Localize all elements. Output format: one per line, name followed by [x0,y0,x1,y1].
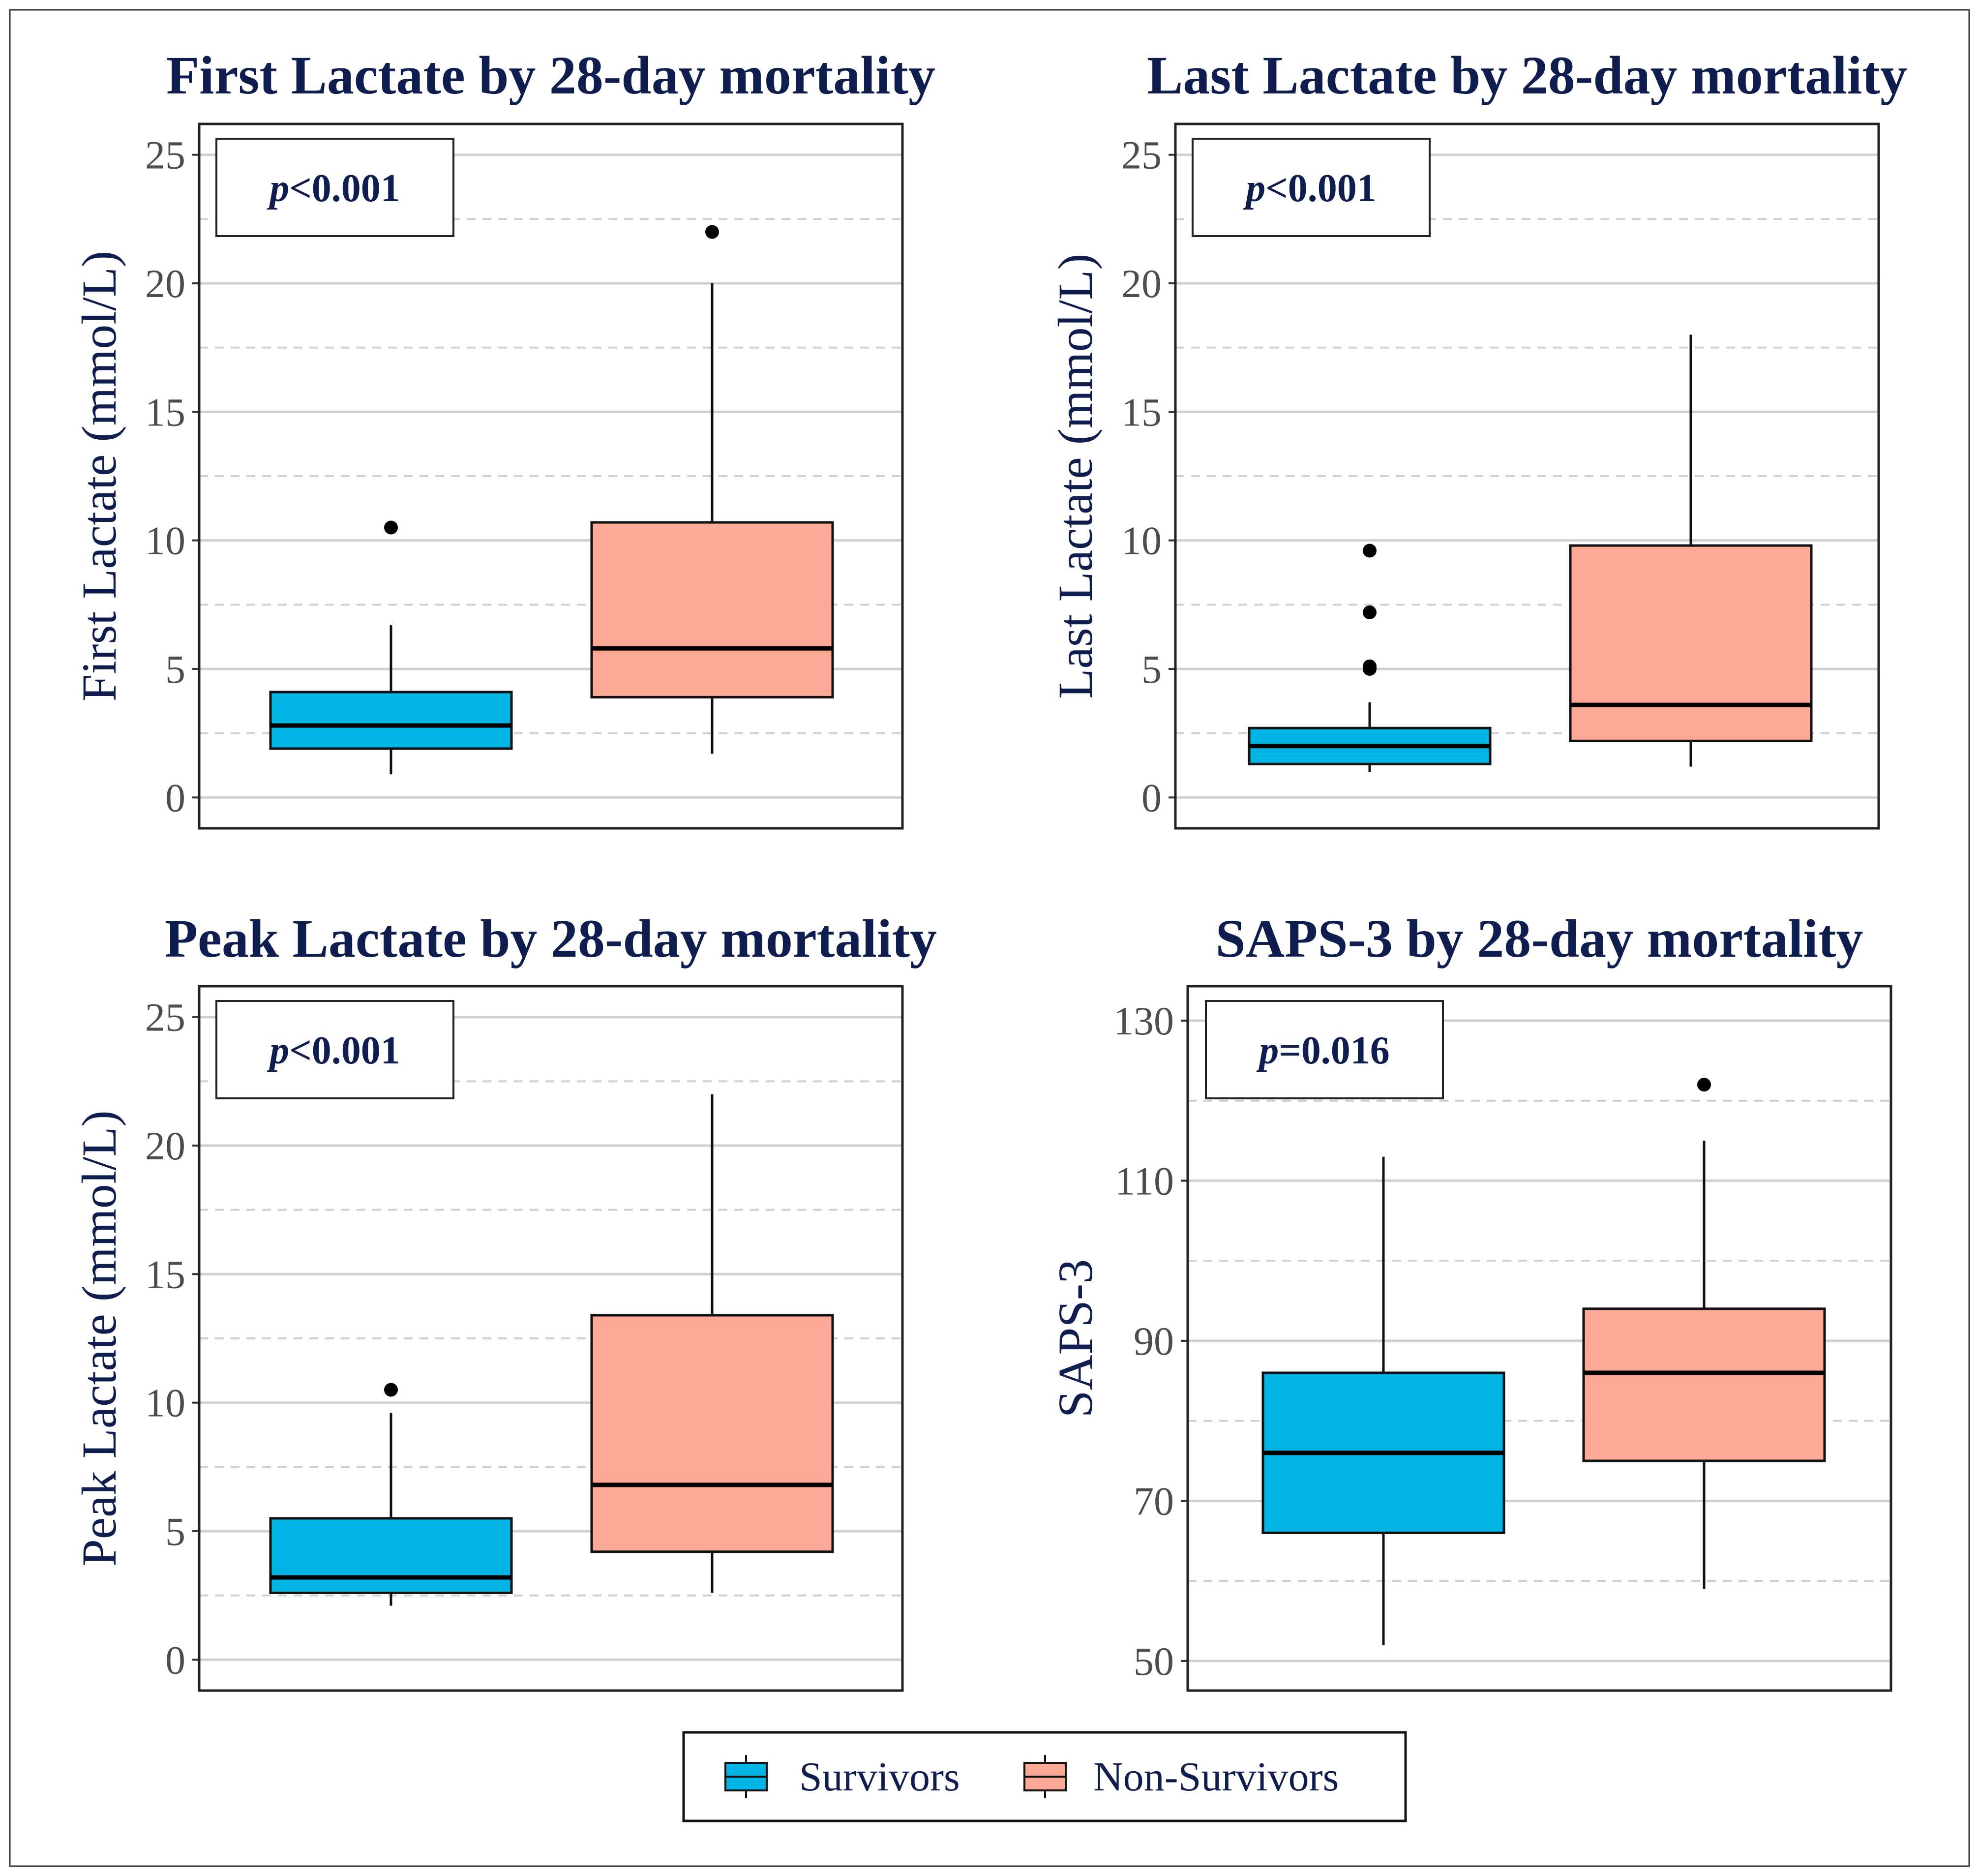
box-non-survivors [590,225,834,754]
plot-border [1174,122,1880,830]
p-value-value: <0.001 [289,167,400,210]
panel-3: Peak Lactate by 28-day mortality 0 5 10 15 20… [72,908,937,1692]
y-tick-label: 20 [1121,261,1162,306]
y-tick-label: 25 [145,995,185,1040]
p-value-value: <0.001 [1265,167,1377,210]
panel-4: SAPS-3 by 28-day mortality 50 70 90 110 130 SA… [1048,908,1892,1692]
y-tick-label: 0 [1141,775,1162,820]
y-axis-label: First Lactate (mmol/L) [72,251,126,701]
panels: First Lactate by 28-day mortality 0 5 10 15 2… [72,45,1907,1692]
p-value-value: <0.001 [289,1029,400,1072]
outlier-point [1363,605,1377,619]
p-value-box [215,138,454,237]
panel-title: Last Lactate by 28-day mortality [1147,45,1907,105]
y-tick-label: 20 [145,261,185,306]
iqr-box [269,1517,513,1594]
legend: Survivors Non-Survivors [682,1731,1407,1822]
y-tick-label: 15 [145,390,185,434]
legend-item-non-survivors: Non-Survivors [1023,1754,1339,1800]
plot-border [1186,985,1892,1692]
y-tick-label: 90 [1134,1319,1174,1363]
panel-1: First Lactate by 28-day mortality 0 5 10 15 2… [72,45,935,830]
y-tick-label: 25 [1121,133,1162,178]
box-survivors [1261,1156,1505,1645]
iqr-box [1582,1307,1826,1462]
plot-border [198,985,904,1692]
legend-label: Survivors [799,1754,960,1800]
panel-title: First Lactate by 28-day mortality [166,45,935,105]
box-survivors [269,1383,513,1606]
box-survivors [1248,544,1492,772]
p-value-box [215,1000,454,1099]
y-axis-label: Peak Lactate (mmol/L) [72,1110,126,1566]
outlier-point [705,225,719,239]
iqr-box [269,691,513,750]
box-non-survivors [1582,1078,1826,1589]
y-tick-label: 10 [1121,518,1162,563]
legend-label: Non-Survivors [1093,1754,1339,1800]
plot-border [198,122,904,830]
iqr-box [590,1314,834,1553]
y-tick-label: 50 [1134,1639,1174,1684]
y-tick-label: 10 [145,1381,185,1425]
y-tick-label: 20 [145,1123,185,1168]
p-value-box [1192,138,1431,237]
legend-item-survivors: Survivors [724,1754,960,1800]
p-value-label: p<0.001 [1243,167,1377,210]
outlier-point [384,1383,398,1397]
y-tick-label: 15 [145,1252,185,1297]
y-axis-label: Last Lactate (mmol/L) [1048,253,1103,698]
outlier-point [1363,659,1377,673]
p-value-box [1205,1000,1444,1099]
p-value-value: =0.016 [1279,1029,1390,1072]
y-tick-label: 0 [165,1637,185,1682]
p-value-label: p=0.016 [1256,1029,1390,1072]
iqr-box [590,521,834,698]
outlier-point [1697,1078,1711,1092]
y-tick-label: 0 [165,775,185,820]
panel-title: SAPS-3 by 28-day mortality [1216,908,1863,968]
box-survivors [269,520,513,775]
panel-title: Peak Lactate by 28-day mortality [165,908,937,968]
y-tick-label: 5 [1141,647,1162,692]
y-tick-label: 10 [145,518,185,563]
outlier-point [1363,544,1377,558]
y-tick-label: 110 [1115,1158,1174,1203]
p-value-symbol: p [267,167,289,210]
p-value-label: p<0.001 [267,1029,400,1072]
panel-2: Last Lactate by 28-day mortality 0 5 10 15 20… [1048,45,1907,830]
iqr-box [1569,544,1813,742]
y-tick-label: 25 [145,133,185,178]
p-value-label: p<0.001 [267,167,400,210]
y-tick-label: 130 [1113,999,1174,1043]
y-tick-label: 5 [165,1509,185,1554]
y-tick-label: 15 [1121,390,1162,434]
p-value-symbol: p [267,1029,289,1072]
y-axis-label: SAPS-3 [1048,1259,1103,1418]
box-non-survivors [1569,334,1813,767]
outlier-point [384,520,398,535]
p-value-symbol: p [1256,1029,1279,1072]
box-non-survivors [590,1094,834,1593]
y-tick-label: 5 [165,647,185,692]
y-tick-label: 70 [1134,1479,1174,1523]
p-value-symbol: p [1243,167,1265,210]
